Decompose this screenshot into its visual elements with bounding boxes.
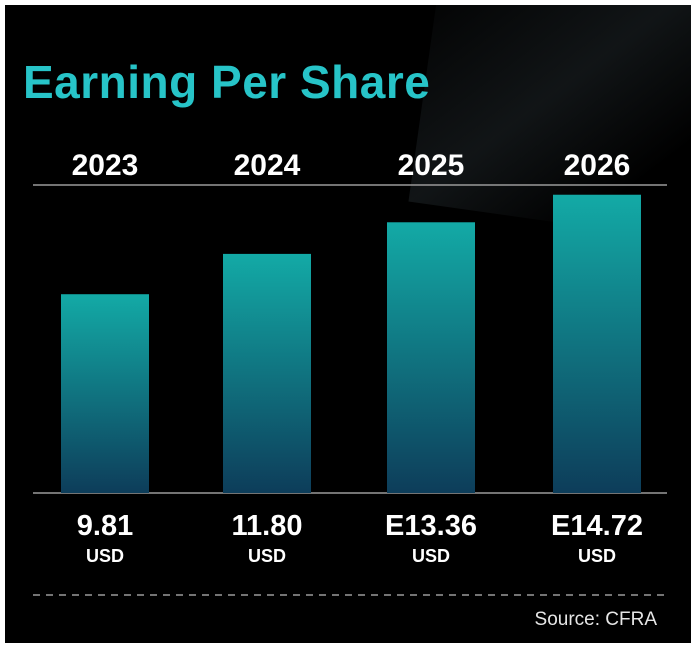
bar bbox=[387, 222, 475, 493]
year-label: 2025 bbox=[398, 149, 465, 182]
value-label: E13.36 bbox=[385, 510, 477, 542]
year-label: 2024 bbox=[234, 149, 301, 182]
bar-chart: 2023 9.81 USD 2024 11.80 USD 2025 E13.36 USD 2026… bbox=[33, 149, 667, 596]
value-label: 9.81 bbox=[77, 510, 133, 542]
unit-label: USD bbox=[86, 546, 124, 566]
bar bbox=[223, 253, 311, 493]
bar bbox=[553, 194, 641, 493]
unit-label: USD bbox=[412, 546, 450, 566]
bars-group: 2023 9.81 USD 2024 11.80 USD 2025 E13.36 USD 2026… bbox=[61, 149, 643, 566]
value-label: E14.72 bbox=[551, 510, 643, 542]
bar bbox=[61, 294, 149, 493]
year-label: 2026 bbox=[564, 149, 631, 182]
chart-panel: Earning Per Share 2023 9.81 USD 2024 11.80 US… bbox=[5, 5, 691, 643]
source-note: Source: CFRA bbox=[534, 609, 657, 630]
chart-title: Earning Per Share bbox=[23, 56, 431, 108]
unit-label: USD bbox=[578, 546, 616, 566]
unit-label: USD bbox=[248, 546, 286, 566]
value-label: 11.80 bbox=[232, 510, 303, 542]
year-label: 2023 bbox=[72, 149, 139, 182]
